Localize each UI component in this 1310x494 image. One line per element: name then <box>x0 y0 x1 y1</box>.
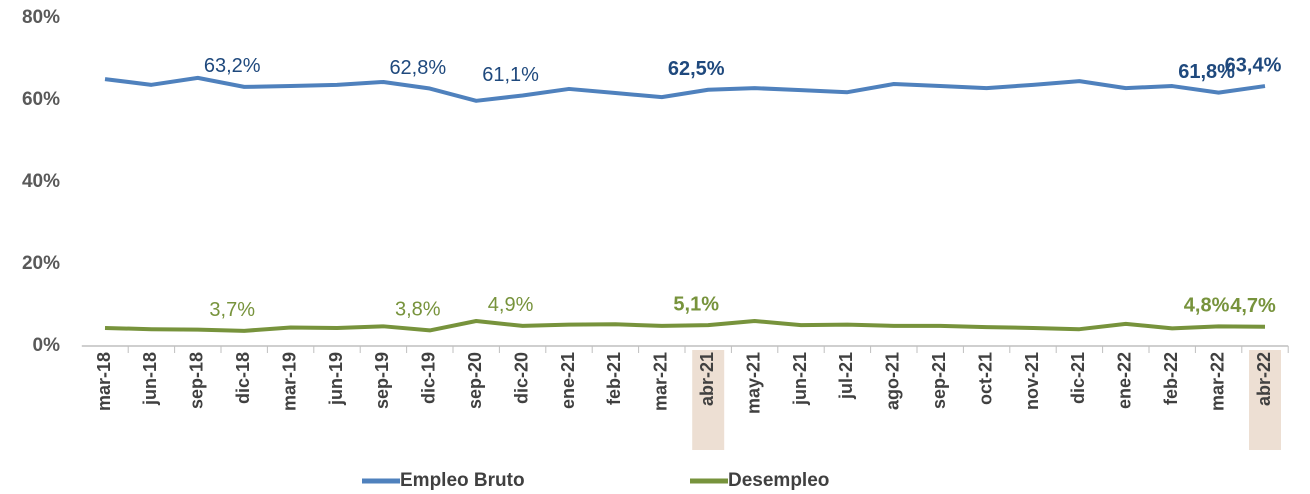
x-tick-label: may-21 <box>743 352 763 414</box>
x-tick-label: dic-19 <box>419 352 439 404</box>
data-label: 4,9% <box>488 294 534 316</box>
y-tick-label: 60% <box>22 89 60 110</box>
x-tick-label: ene-22 <box>1115 352 1135 409</box>
data-label: 61,8% <box>1178 61 1235 83</box>
y-tick-label: 20% <box>22 253 60 274</box>
x-tick-label: sep-19 <box>372 352 392 409</box>
series-line <box>104 318 1266 333</box>
data-label: 4,8% <box>1184 295 1230 317</box>
x-tick-label: mar-22 <box>1207 352 1227 411</box>
y-tick-label: 0% <box>33 335 61 356</box>
x-tick-label: abr-22 <box>1254 352 1274 406</box>
legend-label: Empleo Bruto <box>400 470 525 491</box>
highlight-band <box>1249 350 1281 450</box>
x-tick-label: jun-19 <box>326 352 346 406</box>
legend-label: Desempleo <box>728 470 829 491</box>
data-label: 5,1% <box>673 293 719 315</box>
data-label: 62,5% <box>668 58 725 80</box>
series-line <box>104 75 1266 103</box>
highlight-band <box>692 350 725 450</box>
x-tick-label: mar-19 <box>279 352 299 411</box>
data-label: 61,1% <box>482 64 539 86</box>
x-tick-label: jun-18 <box>140 352 160 406</box>
x-tick-label: feb-22 <box>1161 352 1181 405</box>
y-tick-label: 40% <box>22 171 60 192</box>
x-tick-label: dic-21 <box>1068 352 1088 404</box>
x-tick-label: jun-21 <box>790 352 810 406</box>
x-tick-label: mar-18 <box>94 352 114 411</box>
x-tick-label: mar-21 <box>651 352 671 411</box>
x-tick-label: nov-21 <box>1022 352 1042 410</box>
x-tick-label: jul-21 <box>836 352 856 400</box>
data-label: 63,2% <box>204 55 261 77</box>
x-tick-label: dic-18 <box>233 352 253 404</box>
data-label: 3,7% <box>209 299 255 321</box>
y-tick-label: 80% <box>22 7 60 28</box>
data-label: 62,8% <box>389 57 446 79</box>
x-tick-label: oct-21 <box>975 352 995 405</box>
x-tick-label: abr-21 <box>697 352 717 406</box>
data-label: 3,8% <box>395 299 441 321</box>
data-label: 4,7% <box>1230 295 1276 317</box>
x-tick-label: sep-21 <box>929 352 949 409</box>
x-tick-label: dic-20 <box>511 352 531 404</box>
x-tick-label: feb-21 <box>604 352 624 405</box>
x-tick-label: sep-18 <box>187 352 207 409</box>
data-label: 63,4% <box>1225 54 1282 76</box>
x-tick-label: ago-21 <box>883 352 903 410</box>
x-tick-label: ene-21 <box>558 352 578 409</box>
x-tick-label: sep-20 <box>465 352 485 409</box>
